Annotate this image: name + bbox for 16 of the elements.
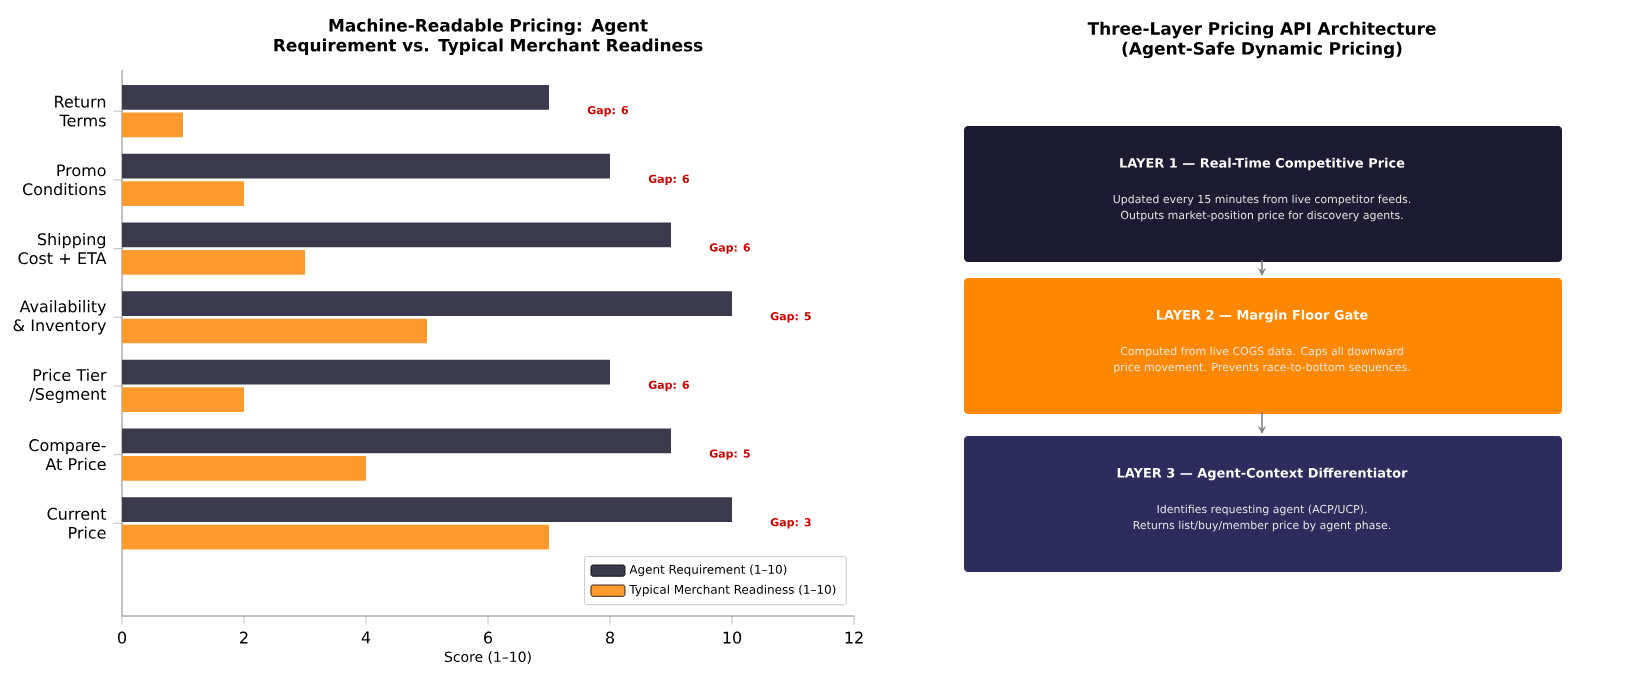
bar (122, 497, 733, 522)
bar (122, 428, 672, 454)
bar (122, 387, 245, 413)
bar (122, 181, 245, 206)
bar (122, 455, 367, 481)
bar (122, 249, 306, 275)
bar (122, 112, 184, 138)
bar (122, 318, 428, 344)
bar (122, 359, 611, 385)
bar (122, 524, 550, 550)
bar (122, 222, 672, 248)
chart-title: Machine-Readable Pricing: Agent Requirement vs. Typical Merchant Readiness (274, 18, 703, 56)
bar (122, 85, 550, 110)
text: Three-Layer Pricing API Architecture (Agent-Safe Dynamic Pricing) (1087, 21, 1436, 59)
bar (122, 153, 611, 179)
bar (122, 291, 733, 316)
